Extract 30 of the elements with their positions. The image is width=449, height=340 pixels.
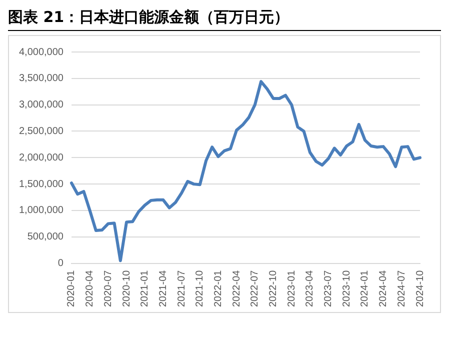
y-tick-label: 3,500,000 (18, 73, 64, 84)
y-tick-label: 4,000,000 (18, 46, 64, 58)
chart-title: 图表 21：日本进口能源金额（百万日元） (8, 8, 441, 31)
x-tick-label: 2020-07 (102, 270, 114, 308)
x-tick-label: 2022-01 (212, 270, 224, 308)
x-tick-label: 2023-10 (341, 270, 352, 308)
y-tick-label: 1,000,000 (18, 205, 64, 216)
x-tick-label: 2021-01 (140, 270, 151, 308)
y-tick-label: 3,000,000 (18, 100, 64, 111)
x-tick-label: 2021-04 (158, 270, 169, 308)
y-tick-label: 2,500,000 (18, 126, 64, 137)
x-tick-label: 2024-01 (360, 270, 371, 308)
x-tick-label: 2024-07 (396, 270, 408, 308)
x-tick-label: 2020-10 (121, 270, 132, 308)
x-tick-label: 2024-10 (414, 270, 426, 308)
x-tick-label: 2023-04 (304, 270, 316, 308)
x-tick-label: 2021-07 (176, 270, 188, 308)
x-tick-label: 2021-10 (194, 270, 206, 308)
x-tick-label: 2020-01 (66, 270, 78, 308)
x-tick-label: 2023-01 (286, 270, 298, 308)
y-tick-label: 1,500,000 (18, 178, 64, 190)
y-tick-label: 2,000,000 (18, 152, 64, 164)
x-tick-label: 2023-07 (323, 270, 334, 308)
x-tick-label: 2022-10 (268, 270, 280, 308)
y-tick-label: 0 (58, 258, 64, 270)
x-tick-label: 2024-04 (378, 270, 390, 308)
x-tick-label: 2022-04 (231, 270, 242, 308)
x-tick-label: 2022-07 (250, 270, 261, 308)
x-tick-label: 2020-04 (84, 270, 96, 308)
y-tick-label: 500,000 (27, 232, 64, 243)
